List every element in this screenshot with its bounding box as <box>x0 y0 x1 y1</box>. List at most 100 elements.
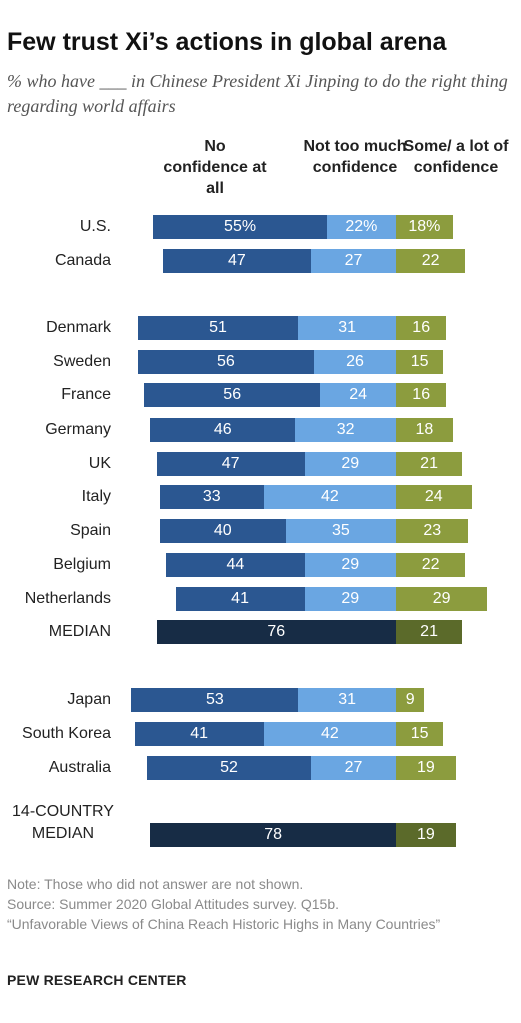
row-label-australia: Australia <box>48 759 111 776</box>
row-label-japan: Japan <box>67 691 111 708</box>
row-label-median: MEDIAN <box>48 623 111 640</box>
bar-no-confidence-sweden <box>137 350 315 374</box>
row-label-italy: Italy <box>81 488 111 505</box>
chart-title: Few trust Xi’s actions in global arena <box>7 28 447 56</box>
label-no-confidence-south-korea: 41 <box>190 725 209 742</box>
label-not-too-much-france: 24 <box>349 386 368 403</box>
bar-some-lot-france <box>396 383 447 407</box>
label-some-lot-japan: 9 <box>405 691 415 708</box>
label-some-lot-sweden: 15 <box>410 353 429 370</box>
label-not-too-much-germany: 32 <box>336 421 355 438</box>
label-no-confidence-denmark: 51 <box>209 319 227 336</box>
row-label-denmark: Denmark <box>46 319 111 336</box>
label-not-too-much-u-s: 22% <box>345 218 378 235</box>
label-not-too-much-uk: 29 <box>341 455 360 472</box>
bar-not-too-much-germany <box>295 418 396 442</box>
label-no-confidence-japan: 53 <box>205 691 224 708</box>
column-header-not-too-much: Not too much confidence <box>303 138 407 176</box>
label-some-lot-france: 16 <box>412 386 431 403</box>
bar-no-confidence-australia <box>147 756 311 780</box>
bar-some-lot-south-korea <box>396 722 444 746</box>
label-no-confidence-italy: 33 <box>202 488 221 505</box>
row-label-canada: Canada <box>54 252 111 269</box>
bar-some-lot-belgium <box>396 553 466 577</box>
label-some-lot-uk: 21 <box>420 455 438 472</box>
label-not-too-much-belgium: 29 <box>341 556 360 573</box>
bar-no-confidence-spain <box>159 519 286 543</box>
row-label-spain: Spain <box>70 522 111 539</box>
bar-not-too-much-belgium <box>304 553 396 577</box>
bar-some-lot-denmark <box>396 316 447 340</box>
label-no-confidence-uk: 47 <box>221 455 240 472</box>
bar-not-too-much-uk <box>304 452 396 476</box>
bar-some-lot-canada <box>396 249 466 273</box>
bar-some-lot-germany <box>396 418 453 442</box>
bar-some-lot-u-s <box>396 215 453 239</box>
bar-not-too-much-spain <box>285 519 396 543</box>
bar-not-too-much-sweden <box>314 350 396 374</box>
bar-some-lot-australia <box>396 756 456 780</box>
bar-some-lot-japan <box>396 688 425 712</box>
row-label-netherlands: Netherlands <box>24 590 111 607</box>
bar-some-lot-sweden <box>396 350 444 374</box>
label-no-confidence-australia: 52 <box>220 759 238 776</box>
column-header-some-lot: Some/ a lot of confidence <box>403 138 509 176</box>
bar-no-confidence-u-s <box>153 215 327 239</box>
bar-no-confidence-belgium <box>166 553 305 577</box>
source-text: Source: Summer 2020 Global Attitudes sur… <box>7 896 340 912</box>
label-not-too-much-south-korea: 42 <box>320 725 339 742</box>
label-no-confidence-france: 56 <box>223 386 242 403</box>
bar-not-too-much-south-korea <box>263 722 396 746</box>
bar-some-lot-uk <box>396 452 463 476</box>
bar-some-lot-italy <box>396 485 472 509</box>
row-label-14-country-median: 14-COUNTRY MEDIAN <box>12 803 114 842</box>
bar-no-confidence-combined-median <box>156 620 396 644</box>
label-not-too-much-italy: 42 <box>320 488 339 505</box>
pew-research-center-logo-text: PEW RESEARCH CENTER <box>7 972 187 988</box>
label-not-too-much-spain: 35 <box>331 522 350 539</box>
label-some-lot-italy: 24 <box>424 488 443 505</box>
label-not-too-much-australia: 27 <box>344 759 363 776</box>
bar-not-too-much-denmark <box>298 316 396 340</box>
note-text: Note: Those who did not answer are not s… <box>7 876 304 892</box>
row-label-sweden: Sweden <box>53 353 111 370</box>
bar-some-lot-14-country-median <box>396 823 456 847</box>
bar-no-confidence-combined-14-country-median <box>150 823 396 847</box>
label-no-confidence-u-s: 55% <box>224 218 257 235</box>
chart-subtitle: % who have ___ in Chinese President Xi J… <box>7 71 508 116</box>
row-label-uk: UK <box>88 455 111 472</box>
label-not-too-much-denmark: 31 <box>338 319 357 336</box>
label-some-lot-median: 21 <box>420 623 438 640</box>
label-no-confidence-netherlands: 41 <box>231 590 249 607</box>
label-no-confidence-belgium: 44 <box>226 556 245 573</box>
label-some-lot-australia: 19 <box>417 759 435 776</box>
row-label-france: France <box>61 386 111 403</box>
label-some-lot-south-korea: 15 <box>410 725 429 742</box>
label-not-too-much-japan: 31 <box>338 691 357 708</box>
bar-not-too-much-france <box>320 383 396 407</box>
bar-no-confidence-south-korea <box>134 722 264 746</box>
row-label-belgium: Belgium <box>53 556 111 573</box>
label-some-lot-canada: 22 <box>421 252 440 269</box>
bar-no-confidence-denmark <box>137 316 299 340</box>
label-some-lot-u-s: 18% <box>408 218 441 235</box>
bar-some-lot-spain <box>396 519 469 543</box>
label-no-confidence-germany: 46 <box>213 421 232 438</box>
bar-no-confidence-canada <box>162 249 311 273</box>
column-header-no-confidence: No confidence at all <box>163 138 267 197</box>
label-not-too-much-canada: 27 <box>344 252 363 269</box>
bar-not-too-much-australia <box>310 756 396 780</box>
label-some-lot-spain: 23 <box>423 522 442 539</box>
label-some-lot-germany: 18 <box>415 421 434 438</box>
bar-some-lot-netherlands <box>396 587 488 611</box>
bar-not-too-much-italy <box>263 485 396 509</box>
label-some-lot-14-country-median: 19 <box>417 826 435 843</box>
bar-not-too-much-canada <box>310 249 396 273</box>
row-label-germany: Germany <box>45 421 111 438</box>
bar-no-confidence-italy <box>159 485 264 509</box>
label-some-lot-belgium: 22 <box>421 556 440 573</box>
row-label-south-korea: South Korea <box>22 725 111 742</box>
label-not-too-much-sweden: 26 <box>346 353 364 370</box>
bar-not-too-much-u-s <box>326 215 396 239</box>
